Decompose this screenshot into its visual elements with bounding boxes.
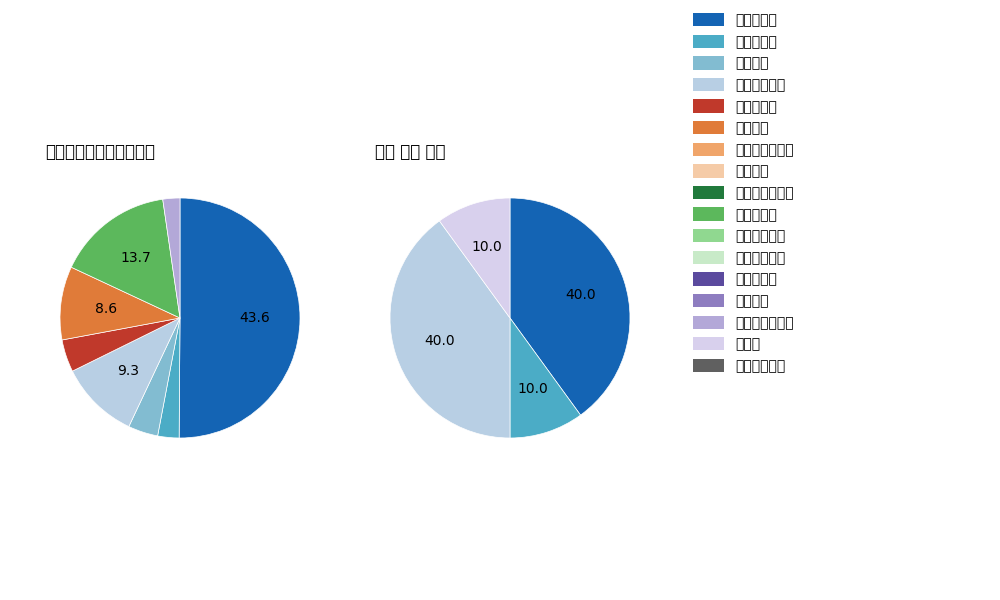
Text: 43.6: 43.6 [239, 311, 270, 325]
Wedge shape [158, 318, 180, 438]
Text: 10.0: 10.0 [518, 382, 548, 396]
Text: 石川 柊太 選手: 石川 柊太 選手 [375, 143, 446, 161]
Text: 8.6: 8.6 [95, 302, 117, 316]
Wedge shape [510, 318, 581, 438]
Legend: ストレート, ツーシーム, シュート, カットボール, スプリット, フォーク, チェンジアップ, シンカー, 高速スライダー, スライダー, 縦スライダー, : ストレート, ツーシーム, シュート, カットボール, スプリット, フォーク,… [693, 13, 794, 373]
Text: 10.0: 10.0 [472, 240, 502, 254]
Wedge shape [439, 198, 510, 318]
Text: パ・リーグ全プレイヤー: パ・リーグ全プレイヤー [45, 143, 155, 161]
Wedge shape [60, 267, 180, 340]
Wedge shape [390, 221, 510, 438]
Text: 13.7: 13.7 [120, 251, 151, 265]
Wedge shape [163, 198, 180, 318]
Wedge shape [72, 318, 180, 427]
Wedge shape [71, 199, 180, 318]
Text: 9.3: 9.3 [117, 364, 139, 378]
Wedge shape [179, 198, 300, 438]
Wedge shape [129, 318, 180, 436]
Text: 40.0: 40.0 [424, 334, 455, 348]
Wedge shape [510, 198, 630, 415]
Text: 40.0: 40.0 [565, 288, 596, 302]
Wedge shape [62, 318, 180, 371]
